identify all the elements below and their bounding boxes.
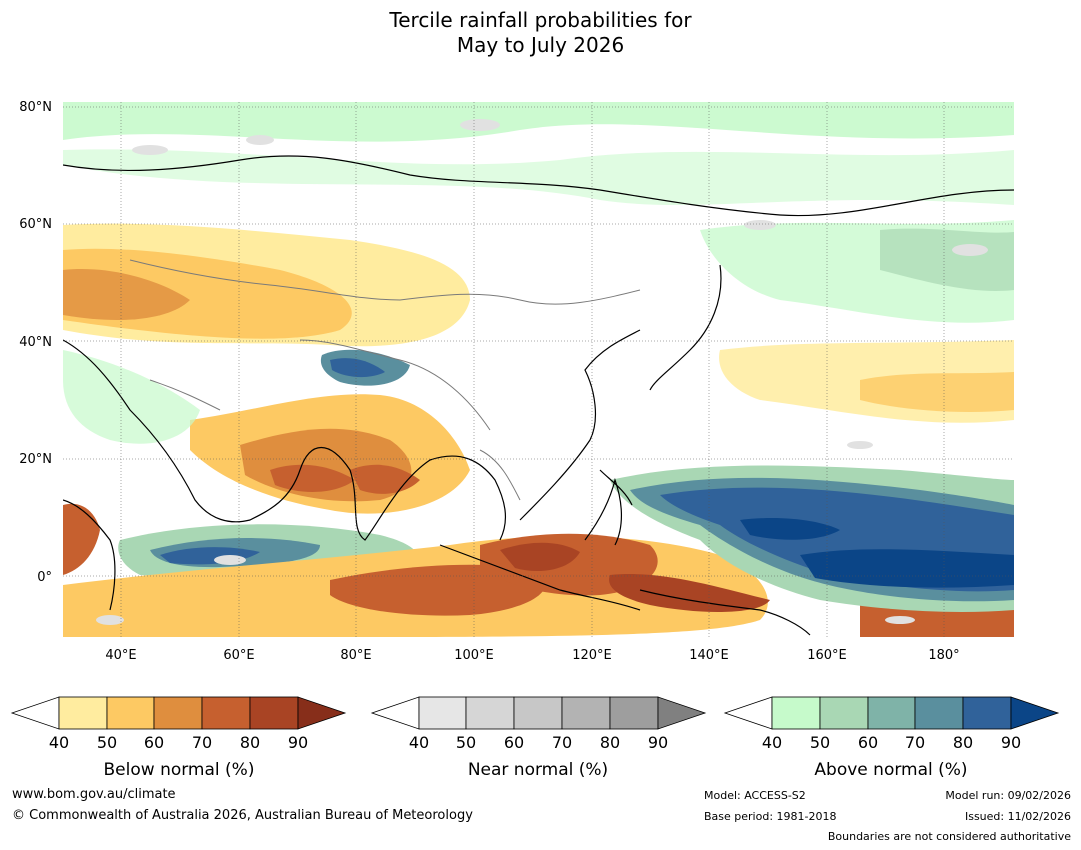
legend-swatch (249, 696, 299, 730)
legend-swatch (962, 696, 1012, 730)
legend-tick: 60 (504, 733, 524, 752)
graticule (63, 102, 1014, 637)
probability-fields (63, 102, 1014, 637)
legend-swatch (153, 696, 203, 730)
legend-swatch (914, 696, 964, 730)
legend-tick: 50 (97, 733, 117, 752)
legend-swatch (561, 696, 611, 730)
legend-swatch (657, 696, 707, 730)
lon-label: 180° (928, 648, 959, 663)
lat-label: 60°N (19, 217, 52, 232)
legend-tick: 90 (288, 733, 308, 752)
legend-above-normal: 40 50 60 70 80 90 Above normal (%) (723, 696, 1060, 780)
legend-swatch (418, 696, 467, 730)
model-run: Model run: 09/02/2026 (945, 789, 1071, 802)
legend-swatch (370, 696, 420, 730)
chart-title: Tercile rainfall probabilities for May t… (0, 8, 1081, 58)
legend-swatch (58, 696, 108, 730)
longitude-labels: 40°E 60°E 80°E 100°E 120°E 140°E 160°E 1… (105, 648, 959, 663)
title-line-1: Tercile rainfall probabilities for (389, 8, 692, 32)
legend-swatch (819, 696, 869, 730)
lon-label: 120°E (572, 648, 612, 663)
legend-swatch (513, 696, 563, 730)
lat-label: 80°N (19, 100, 52, 115)
legend-tick: 40 (409, 733, 429, 752)
lat-label: 20°N (19, 452, 52, 467)
legend-tick: 90 (648, 733, 668, 752)
legend-tick: 60 (858, 733, 878, 752)
country-boundaries (129, 259, 641, 501)
legend-tick: 80 (240, 733, 260, 752)
legend-swatch (106, 696, 155, 730)
coastlines (63, 155, 1014, 636)
legend-tick: 40 (762, 733, 782, 752)
latitude-labels: 80°N 60°N 40°N 20°N 0° (19, 100, 52, 585)
legend-tick: 60 (144, 733, 164, 752)
legend-swatch (867, 696, 916, 730)
legend-swatch (723, 696, 773, 730)
disclaimer: Boundaries are not considered authoritat… (827, 830, 1071, 843)
lon-label: 80°E (340, 648, 371, 663)
legend-swatch (1010, 696, 1060, 730)
legend-swatch (609, 696, 659, 730)
legend-tick: 80 (600, 733, 620, 752)
lon-label: 140°E (689, 648, 729, 663)
title-line-2: May to July 2026 (456, 33, 625, 57)
lon-label: 160°E (807, 648, 847, 663)
legend-tick: 80 (953, 733, 973, 752)
model-info: Model: ACCESS-S2 (704, 789, 806, 802)
legend-swatch (10, 696, 60, 730)
lon-label: 100°E (454, 648, 494, 663)
legend-tick: 50 (810, 733, 830, 752)
lon-label: 60°E (223, 648, 254, 663)
legend-tick: 90 (1001, 733, 1021, 752)
issued-date: Issued: 11/02/2026 (964, 810, 1071, 823)
legend-tick: 70 (905, 733, 925, 752)
legend-tick: 70 (192, 733, 212, 752)
legend-label: Near normal (%) (468, 760, 608, 780)
legend-swatch (201, 696, 251, 730)
legend-tick: 70 (552, 733, 572, 752)
legend-swatch (465, 696, 515, 730)
base-period: Base period: 1981-2018 (704, 810, 837, 823)
legend-tick: 40 (49, 733, 69, 752)
lon-label: 40°E (105, 648, 136, 663)
website-link[interactable]: www.bom.gov.au/climate (12, 787, 176, 802)
legend-near-normal: 40 50 60 70 80 90 Near normal (%) (370, 696, 707, 780)
legend-tick: 50 (456, 733, 476, 752)
legend-label: Above normal (%) (814, 760, 967, 780)
copyright: © Commonwealth of Australia 2026, Austra… (12, 808, 473, 823)
legend-swatch (297, 696, 347, 730)
map-panel (63, 102, 1014, 637)
lat-label: 0° (37, 570, 52, 585)
legend-label: Below normal (%) (104, 760, 255, 780)
lat-label: 40°N (19, 335, 52, 350)
legend-below-normal: 40 50 60 70 80 90 Below normal (%) (10, 696, 347, 780)
legend-swatch (771, 696, 821, 730)
